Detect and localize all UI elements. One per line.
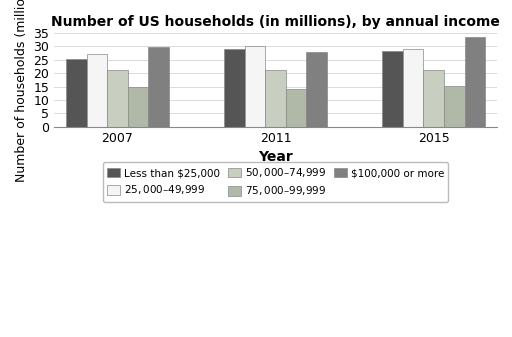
Bar [107,70,128,127]
Bar [444,86,464,127]
Y-axis label: Number of households (millions): Number of households (millions) [15,0,28,182]
Bar [148,48,169,127]
Bar [286,89,307,127]
Bar [66,59,87,127]
Bar [403,49,423,127]
Bar [382,52,403,127]
Bar [464,37,485,127]
Bar [87,54,107,127]
Bar [128,87,148,127]
Bar [423,70,444,127]
Title: Number of US households (in millions), by annual income: Number of US households (in millions), b… [51,15,500,29]
Bar [307,52,327,127]
Legend: Less than $25,000, $25,000–$49,999, $50,000–$74,999, $75,000–$99,999, $100,000 o: Less than $25,000, $25,000–$49,999, $50,… [103,162,449,202]
X-axis label: Year: Year [258,150,293,164]
Bar [265,70,286,127]
Bar [224,49,245,127]
Bar [245,47,265,127]
